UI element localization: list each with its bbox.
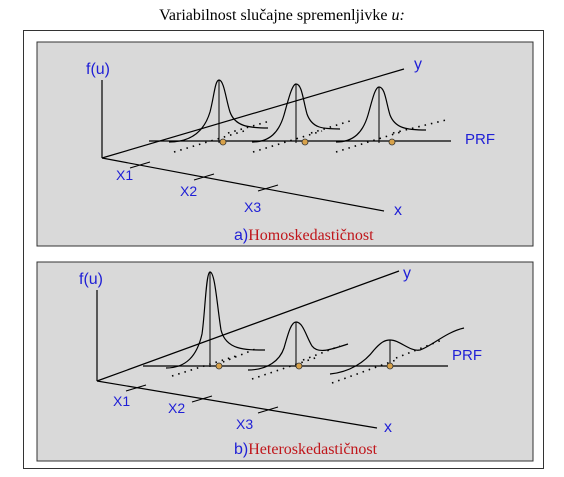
panel-b-tick-x3 [257,406,279,414]
panel-a-prf-label: PRF [465,131,495,148]
panel-b-dots-upper-2 [302,345,341,361]
panel-b-distribution-3 [329,327,465,384]
panel-a-dots-upper-1 [227,120,271,134]
panel-a-tick-label-x2: X2 [180,183,197,199]
panel-b-x-label: x [384,419,392,436]
panel-a-y-axis [101,68,405,159]
panel-b-tick-label-x1: X1 [113,393,130,409]
panel-b-caption-prefix: b) [234,441,248,458]
panel-a-tick-x2 [193,173,215,181]
panel-b-background [36,261,534,462]
panel-b-distribution-2 [247,321,349,380]
panel-b-mean-dot-3 [386,362,394,370]
panel-b-fu-label: f(u) [79,271,103,288]
panel-b-caption-text: Heteroskedastičnost [248,441,377,458]
panel-a-background [36,41,534,247]
panel-b-mean-dot-2 [295,362,303,370]
panel-a-tick-x3 [257,184,279,192]
panel-a-caption-text: Homoskedastičnost [248,227,374,244]
panel-a-dots-upper-2 [310,120,351,134]
panel-b-distribution-1 [165,271,266,377]
panel-b-mean-dot-1 [215,362,223,370]
panel-b: f(u) y x PRF X1 X2 X3 b)Heteroskedastičn… [36,261,534,462]
panel-a-mean-dot-1 [219,138,227,146]
panel-b-prf-label: PRF [452,347,482,364]
title-text: Variabilnost slučajne spremenljivke [159,7,392,24]
panel-a-tick-x1 [129,161,151,169]
panel-b-tick-label-x3: X3 [236,416,253,432]
panel-a-distribution-1 [168,79,269,153]
panel-b-x-axis [96,380,378,429]
panel-a-mean-dot-3 [388,138,396,146]
panel-a: f(u) y x PRF X1 X2 X3 a)Homoskedastičnos… [36,41,534,247]
panel-a-distribution-2 [251,83,341,153]
panel-a-dots-upper-3 [392,119,447,134]
panel-a-caption: a)Homoskedastičnost [234,227,374,244]
panel-a-tick-label-x3: X3 [244,199,261,215]
panel-a-tick-label-x1: X1 [116,167,133,183]
panel-a-fu-label: f(u) [86,61,110,78]
panel-a-x-label: x [394,202,402,219]
page-title: Variabilnost slučajne spremenljivke u: [0,7,564,25]
panel-a-distribution-3 [335,86,427,153]
panel-a-caption-prefix: a) [234,227,248,244]
panel-b-tick-x2 [191,395,213,403]
panel-b-caption: b)Heteroskedastičnost [234,441,378,458]
panel-a-mean-dot-2 [301,138,309,146]
panel-a-x-axis [101,157,385,212]
title-variable: u: [391,7,405,24]
panel-b-tick-label-x2: X2 [168,400,185,416]
panel-b-y-label: y [403,265,411,282]
panel-b-tick-x1 [125,384,147,392]
panel-a-y-label: y [414,56,422,73]
panel-b-y-axis [96,270,400,382]
